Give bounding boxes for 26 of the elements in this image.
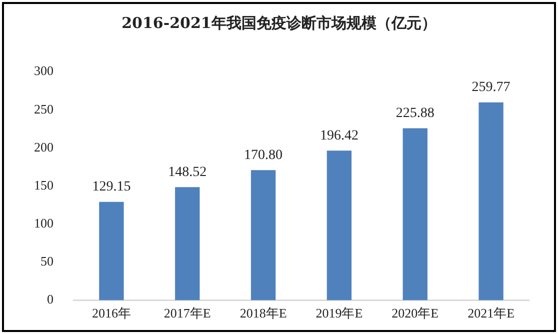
bar	[250, 170, 276, 300]
x-tick-label: 2018年E	[240, 305, 287, 320]
bar	[99, 202, 124, 300]
y-tick-label: 250	[34, 101, 54, 116]
y-tick-label: 0	[47, 292, 54, 307]
bar	[478, 102, 504, 300]
y-tick-label: 300	[34, 63, 54, 78]
y-tick-label: 100	[34, 215, 54, 230]
bar	[175, 187, 200, 300]
bar	[326, 150, 352, 300]
x-tick-label: 2017年E	[164, 305, 211, 320]
x-tick-label: 2021年E	[468, 305, 515, 320]
x-tick-label: 2016年	[92, 305, 131, 320]
chart-title: 2016-2021年我国免疫诊断市场规模（亿元）	[120, 14, 438, 33]
y-tick-label: 150	[34, 177, 54, 192]
data-label: 196.42	[320, 128, 358, 144]
data-label: 225.88	[396, 106, 434, 121]
data-label: 170.80	[244, 148, 283, 163]
x-tick-label: 2019年E	[316, 305, 363, 320]
data-label: 259.77	[472, 80, 510, 96]
x-tick-label: 2020年E	[392, 305, 439, 320]
y-tick-label: 200	[34, 139, 54, 154]
bar	[402, 128, 428, 300]
data-label: 129.15	[92, 180, 131, 195]
y-tick-label: 50	[40, 254, 54, 269]
data-label: 148.52	[168, 164, 207, 180]
